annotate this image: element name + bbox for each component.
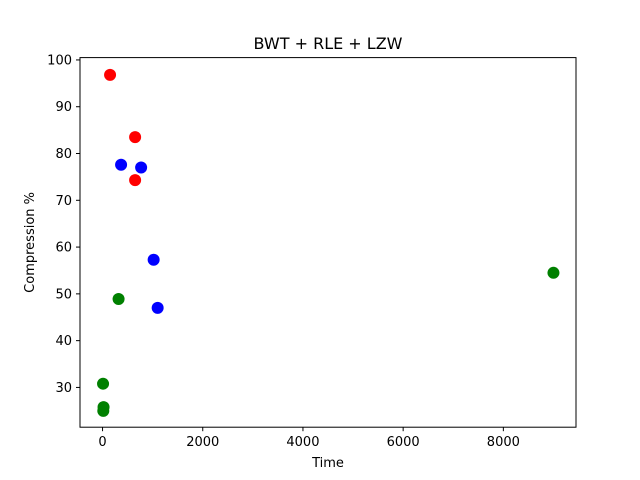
scatter-point [104, 68, 117, 81]
scatter-point [97, 377, 110, 390]
y-tick-label: 30 [55, 381, 72, 396]
y-tick-label: 50 [55, 287, 72, 302]
scatter-point [151, 301, 164, 314]
y-tick-label: 60 [55, 241, 72, 256]
scatter-point [547, 266, 560, 279]
scatter-point [135, 161, 148, 174]
y-tick-label: 90 [55, 100, 72, 115]
x-tick-label: 2000 [186, 435, 219, 450]
axis-ticks: 0 2000 4000 6000 8000 30 40 50 60 70 80 90 100 [47, 53, 520, 450]
scatter-point [112, 293, 125, 306]
x-axis-label: Time [311, 456, 344, 471]
y-tick-label: 70 [55, 194, 72, 209]
x-tick-label: 8000 [487, 435, 520, 450]
y-tick-label: 40 [55, 334, 72, 349]
scatter-point [115, 158, 128, 171]
scatter-point [147, 253, 160, 266]
y-axis-label: Compression % [23, 192, 38, 293]
plot-area-frame [79, 57, 577, 428]
x-tick-label: 6000 [387, 435, 420, 450]
y-tick-label: 100 [47, 53, 72, 68]
chart-title: BWT + RLE + LZW [254, 34, 403, 53]
data-points [97, 68, 560, 417]
y-tick-label: 80 [55, 147, 72, 162]
scatter-point [97, 404, 110, 417]
scatter-point [129, 131, 142, 144]
x-tick-label: 0 [98, 435, 106, 450]
x-tick-label: 4000 [286, 435, 319, 450]
scatter-point [129, 174, 142, 187]
